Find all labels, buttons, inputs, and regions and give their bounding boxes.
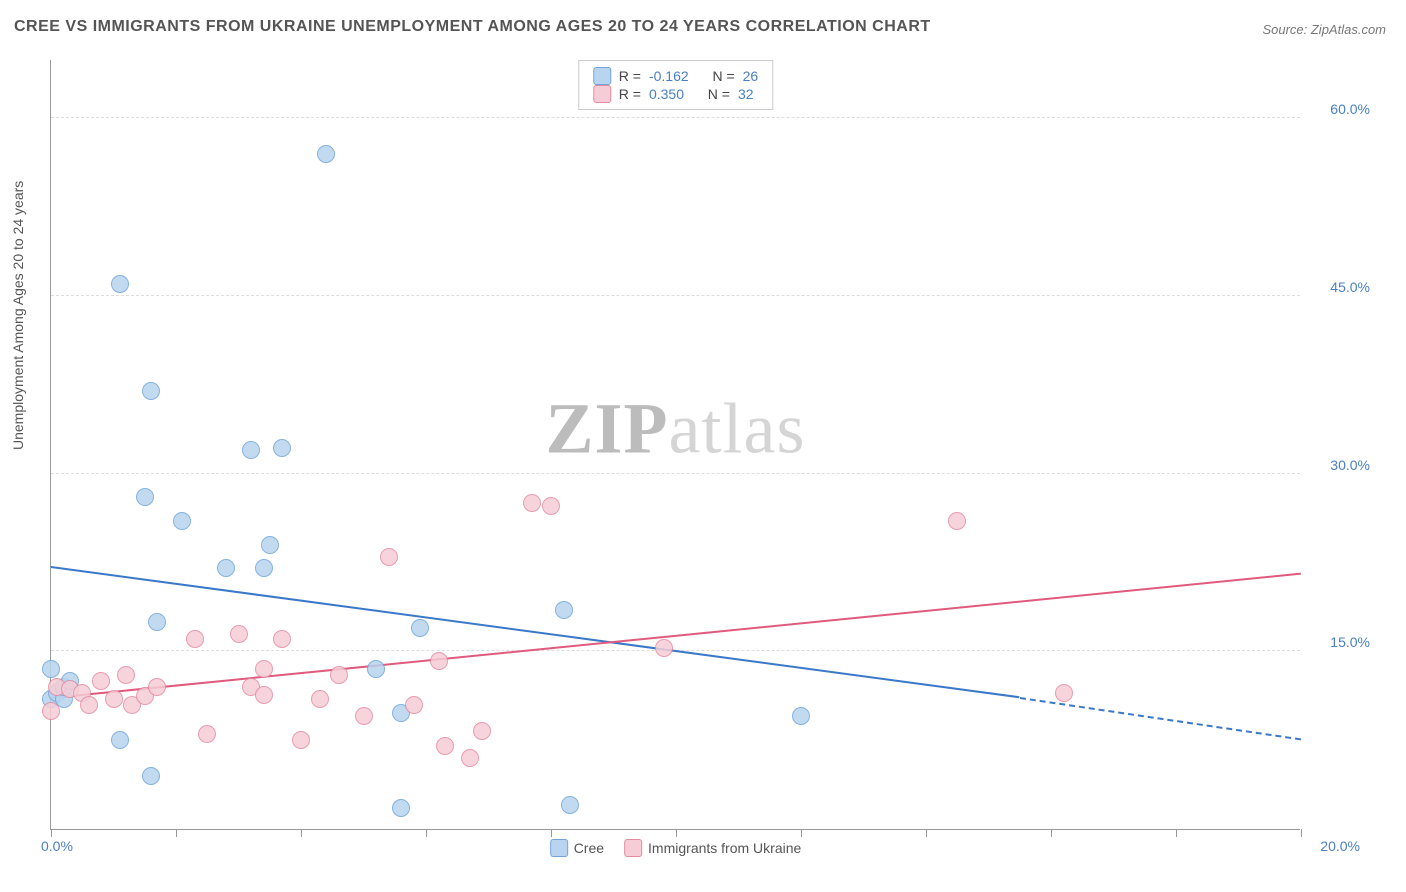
data-point (255, 559, 273, 577)
data-point (148, 613, 166, 631)
data-point (523, 494, 541, 512)
data-point (1055, 684, 1073, 702)
legend-item-ukraine: Immigrants from Ukraine (624, 839, 801, 857)
data-point (148, 678, 166, 696)
data-point (186, 630, 204, 648)
swatch-cree (593, 67, 611, 85)
watermark: ZIPatlas (546, 388, 806, 471)
swatch-ukraine-icon (624, 839, 642, 857)
x-tick (51, 829, 52, 837)
data-point (317, 145, 335, 163)
data-point (311, 690, 329, 708)
y-axis-label: Unemployment Among Ages 20 to 24 years (10, 181, 26, 450)
data-point (473, 722, 491, 740)
gridline (51, 295, 1300, 296)
legend-row-cree: R = -0.162 N = 26 (593, 67, 758, 85)
data-point (273, 439, 291, 457)
data-point (355, 707, 373, 725)
gridline (51, 473, 1300, 474)
data-point (430, 652, 448, 670)
x-tick (1301, 829, 1302, 837)
data-point (42, 660, 60, 678)
data-point (792, 707, 810, 725)
data-point (436, 737, 454, 755)
y-tick-label: 60.0% (1310, 101, 1370, 117)
y-tick-label: 45.0% (1310, 279, 1370, 295)
data-point (42, 702, 60, 720)
data-point (405, 696, 423, 714)
data-point (217, 559, 235, 577)
y-tick-label: 30.0% (1310, 457, 1370, 473)
source-label: Source: ZipAtlas.com (1262, 22, 1386, 37)
scatter-plot: ZIPatlas R = -0.162 N = 26 R = 0.350 N =… (50, 60, 1300, 830)
data-point (292, 731, 310, 749)
trend-line (1020, 697, 1302, 740)
data-point (255, 660, 273, 678)
x-tick (926, 829, 927, 837)
data-point (136, 488, 154, 506)
data-point (461, 749, 479, 767)
data-point (92, 672, 110, 690)
x-tick (426, 829, 427, 837)
swatch-cree-icon (550, 839, 568, 857)
data-point (198, 725, 216, 743)
legend-item-cree: Cree (550, 839, 604, 857)
data-point (173, 512, 191, 530)
data-point (255, 686, 273, 704)
data-point (330, 666, 348, 684)
data-point (111, 275, 129, 293)
legend-series: Cree Immigrants from Ukraine (550, 839, 802, 857)
x-axis-max-label: 20.0% (1320, 838, 1360, 854)
x-tick (801, 829, 802, 837)
data-point (367, 660, 385, 678)
data-point (542, 497, 560, 515)
chart-title: CREE VS IMMIGRANTS FROM UKRAINE UNEMPLOY… (14, 18, 931, 36)
legend-row-ukraine: R = 0.350 N = 32 (593, 85, 758, 103)
x-tick (1176, 829, 1177, 837)
data-point (392, 799, 410, 817)
x-tick (301, 829, 302, 837)
data-point (117, 666, 135, 684)
data-point (555, 601, 573, 619)
data-point (380, 548, 398, 566)
data-point (561, 796, 579, 814)
y-tick-label: 15.0% (1310, 634, 1370, 650)
data-point (142, 382, 160, 400)
legend-stats: R = -0.162 N = 26 R = 0.350 N = 32 (578, 60, 773, 110)
data-point (273, 630, 291, 648)
x-tick (551, 829, 552, 837)
data-point (80, 696, 98, 714)
data-point (242, 441, 260, 459)
x-tick (1051, 829, 1052, 837)
swatch-ukraine (593, 85, 611, 103)
data-point (948, 512, 966, 530)
x-axis-min-label: 0.0% (41, 838, 73, 854)
x-tick (176, 829, 177, 837)
data-point (230, 625, 248, 643)
data-point (261, 536, 279, 554)
data-point (411, 619, 429, 637)
data-point (655, 639, 673, 657)
data-point (111, 731, 129, 749)
data-point (105, 690, 123, 708)
x-tick (676, 829, 677, 837)
data-point (142, 767, 160, 785)
gridline (51, 117, 1300, 118)
